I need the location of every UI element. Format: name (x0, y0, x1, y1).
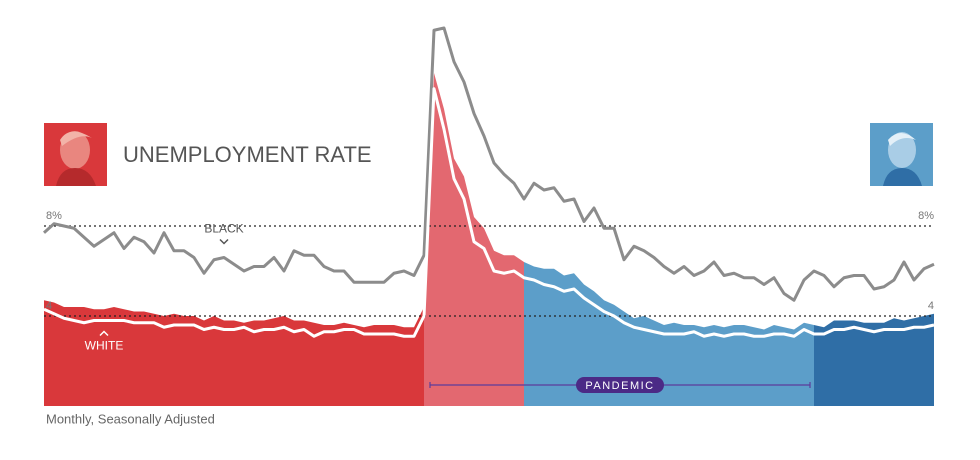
pandemic-label: PANDEMIC (585, 380, 654, 392)
y-tick-label: 8% (918, 210, 934, 222)
y-tick-label: 4 (928, 300, 934, 312)
series-label: BLACK (204, 222, 243, 236)
portrait-left (44, 123, 107, 186)
portrait-right (870, 123, 933, 186)
label-caret (99, 330, 109, 337)
area-segment (44, 300, 424, 406)
y-tick-label: 4 (46, 300, 52, 312)
series-line (43, 87, 935, 338)
series-label: WHITE (85, 339, 124, 353)
area-segment (814, 313, 934, 406)
chart-title: UNEMPLOYMENT RATE (123, 142, 372, 167)
chart-note: Monthly, Seasonally Adjusted (46, 411, 215, 426)
y-tick-label: 8% (46, 210, 62, 222)
series-line (42, 26, 935, 302)
label-caret (219, 238, 229, 245)
pandemic-pill (576, 377, 664, 393)
